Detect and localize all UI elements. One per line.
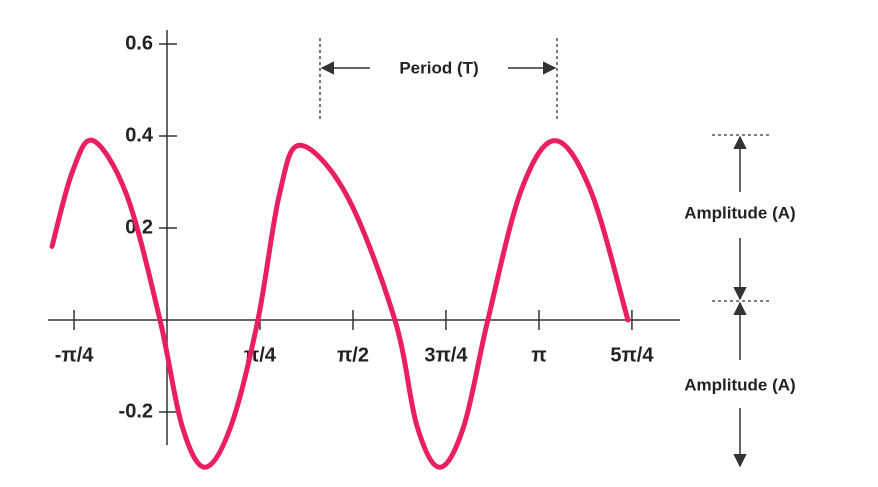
x-tick-label: -π/4 <box>55 344 95 366</box>
y-tick-label: -0.2 <box>119 400 153 422</box>
x-tick-label: π/2 <box>337 344 369 366</box>
x-tick-label: π <box>531 344 546 366</box>
amplitude-label: Amplitude (A) <box>684 203 795 222</box>
period-label: Period (T) <box>399 58 478 77</box>
y-tick-label: 0.4 <box>125 124 154 146</box>
x-tick-label: 3π/4 <box>424 344 468 366</box>
sine-curve <box>49 137 631 470</box>
x-tick-label: 5π/4 <box>610 344 654 366</box>
amplitude-label: Amplitude (A) <box>684 375 795 394</box>
y-tick-label: 0.6 <box>125 32 153 54</box>
